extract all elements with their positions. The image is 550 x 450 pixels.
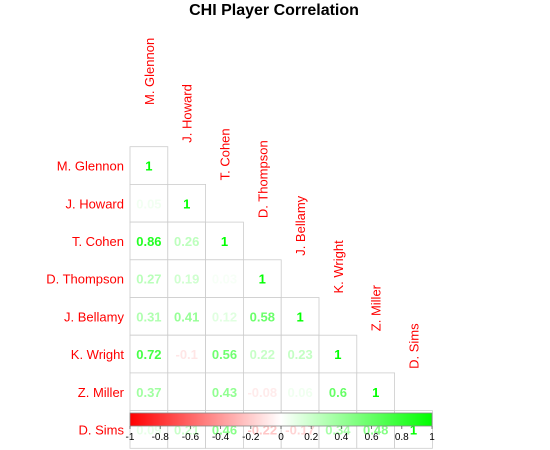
row-label: D. Thompson — [46, 272, 124, 287]
row-label: K. Wright — [71, 347, 125, 362]
heatmap-cell — [356, 372, 395, 411]
colorbar-tick-label: 0 — [278, 432, 284, 443]
cell-value: 1 — [334, 347, 341, 362]
heatmap-cell — [242, 334, 282, 374]
row-labels: M. Glennon J. Howard T. Cohen D. Thompson J.… — [46, 159, 124, 438]
cell-value: 0.27 — [136, 272, 161, 287]
column-label: M. Glennon — [142, 38, 157, 105]
heatmap-cell — [318, 334, 358, 374]
cell-value: 0.6 — [329, 385, 347, 400]
cell-value: 0.58 — [250, 309, 275, 324]
correlation-cells: 10.05 10.86 0.26 10.27 0.19 0.03 10.31 0.41 0.12… — [129, 146, 433, 449]
cell-value: 0.72 — [136, 347, 161, 362]
cell-value: 0.03 — [212, 272, 237, 287]
cell-value: 1 — [296, 309, 303, 324]
cell-value: 0.22 — [250, 347, 275, 362]
colorbar-tick-label: 1 — [429, 432, 435, 443]
cell-value: 0.05 — [136, 196, 161, 211]
cell-value: 0 — [183, 385, 190, 400]
cell-value: 0.12 — [212, 309, 237, 324]
heatmap-cell — [129, 334, 169, 374]
colorbar-tick-label: -1 — [126, 432, 135, 443]
cell-value: 0.56 — [212, 347, 237, 362]
column-label: T. Cohen — [218, 128, 233, 180]
row-label: J. Bellamy — [64, 309, 124, 324]
colorbar-tick-label: -0.6 — [182, 432, 200, 443]
heatmap-cell — [242, 259, 282, 298]
colorbar-tick-label: -0.2 — [242, 432, 260, 443]
colorbar-tick-label: 0.2 — [304, 432, 318, 443]
cell-value: 0.23 — [287, 347, 312, 362]
cell-value: 0.26 — [174, 234, 199, 249]
cell-value: 0.19 — [174, 272, 199, 287]
row-label: D. Sims — [79, 422, 125, 437]
heatmap-cell — [167, 183, 207, 223]
cell-value: 1 — [259, 272, 266, 287]
cell-value: 0.41 — [174, 309, 199, 324]
column-label: D. Thompson — [255, 140, 270, 218]
colorbar-tick-label: -0.8 — [152, 432, 170, 443]
heatmap-cell — [205, 221, 244, 261]
colorbar-tick-label: 0.8 — [395, 432, 409, 443]
heatmap-cell — [167, 297, 207, 336]
cell-value: 1 — [221, 234, 228, 249]
column-label: K. Wright — [331, 240, 346, 294]
cell-value: 1 — [372, 385, 379, 400]
cell-value: 1 — [145, 159, 152, 174]
cell-value: -0.1 — [175, 347, 197, 362]
column-label: J. Bellamy — [293, 195, 308, 255]
heatmap-cell — [167, 334, 207, 374]
color-legend-ticks: -1 -0.8 -0.6 -0.4 -0.2 0 0.2 0.4 0.6 0.8 1 — [126, 426, 435, 443]
color-legend-bar — [129, 412, 433, 427]
cell-value: 0.31 — [136, 309, 161, 324]
heatmap-cell — [167, 259, 207, 298]
heatmap-cell — [318, 372, 358, 411]
heatmap-cell — [129, 146, 169, 185]
row-label: M. Glennon — [57, 159, 124, 174]
row-label: T. Cohen — [72, 234, 124, 249]
colorbar-tick-label: 0.6 — [365, 432, 379, 443]
column-label: Z. Miller — [369, 284, 384, 331]
cell-value: 1 — [410, 422, 417, 437]
heatmap-cell — [167, 372, 207, 411]
color-legend: -1 -0.8 -0.6 -0.4 -0.2 0 0.2 0.4 0.6 0.8 1 — [126, 412, 435, 443]
cell-value: -0.08 — [247, 385, 277, 400]
cell-value: 0.37 — [136, 385, 161, 400]
heatmap-cell — [280, 334, 320, 374]
heatmap-cell — [242, 297, 282, 336]
chart-title: CHI Player Correlation — [189, 2, 359, 19]
column-label: D. Sims — [407, 323, 422, 369]
colorbar-tick-label: 0.4 — [334, 432, 348, 443]
column-label: J. Howard — [180, 84, 195, 143]
heatmap-cell — [129, 372, 169, 411]
cell-value: 0.43 — [212, 385, 237, 400]
row-label: J. Howard — [65, 196, 124, 211]
cell-value: 0.06 — [287, 385, 312, 400]
heatmap-cell — [129, 183, 169, 223]
cell-value: 1 — [183, 196, 190, 211]
cell-value: 0.86 — [136, 234, 161, 249]
row-label: Z. Miller — [78, 385, 125, 400]
colorbar-tick-label: -0.4 — [212, 432, 230, 443]
heatmap-cell — [205, 334, 244, 374]
column-labels: M. Glennon J. Howard T. Cohen D. Thompson J.… — [142, 38, 422, 369]
